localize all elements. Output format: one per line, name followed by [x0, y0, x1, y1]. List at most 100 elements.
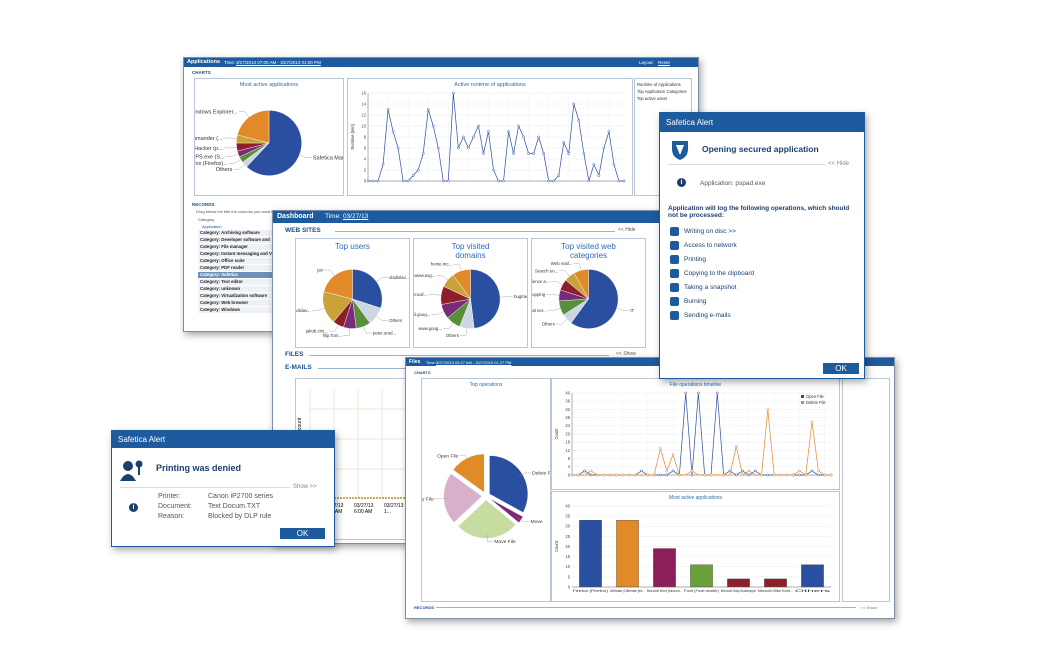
section-rule — [309, 355, 609, 356]
hide-link[interactable]: << Hide — [828, 161, 850, 167]
window-title: Applications — [187, 59, 221, 65]
data-point — [602, 146, 606, 150]
leader-line — [459, 328, 467, 336]
record-row[interactable]: Category: Windows — [198, 307, 280, 313]
slice-label: Social net... — [532, 308, 547, 313]
data-point — [715, 391, 719, 395]
time-range[interactable]: 3/27/2013 03:27 AM - 3/27/2013 01:27 PM — [436, 359, 512, 365]
data-point — [747, 469, 751, 473]
alert-print-window: Safetica Alert Printing was denied Show … — [111, 430, 335, 547]
data-point — [436, 146, 440, 150]
chart-title: Most active applications — [668, 495, 723, 501]
y-axis-label: Count — [554, 540, 559, 552]
field-label: Document: — [158, 503, 192, 510]
section-label: CHARTS — [192, 70, 211, 75]
data-point — [640, 473, 643, 477]
hide-link[interactable]: << Hide — [618, 227, 636, 233]
ok-button[interactable]: OK — [280, 528, 325, 539]
data-point — [791, 473, 795, 477]
y-tick-label: 35 — [565, 514, 570, 519]
record-row[interactable]: Category: Web browser — [198, 300, 280, 306]
record-row[interactable]: Category: Safetica — [198, 272, 280, 278]
show-link[interactable]: << Show — [861, 605, 877, 610]
data-point — [622, 179, 626, 183]
y-tick-label: 4 — [364, 156, 367, 161]
data-point — [522, 135, 525, 139]
data-point — [817, 473, 820, 477]
record-row[interactable]: Category: unknown — [198, 286, 280, 292]
ok-button[interactable]: OK — [823, 363, 859, 374]
operation-item: Sending e-mails — [684, 312, 731, 319]
divider — [668, 164, 826, 165]
data-point — [576, 473, 580, 477]
record-row[interactable]: Category: Virtualization software — [198, 293, 280, 299]
y-tick-label: 14 — [361, 101, 366, 106]
record-row[interactable]: Category: Text editor — [198, 279, 280, 285]
show-link[interactable]: Show >> — [293, 484, 317, 490]
shield-icon — [672, 141, 688, 160]
y-tick-label: 25 — [565, 534, 570, 539]
record-row[interactable]: Category: File manager — [198, 244, 280, 250]
window-title: Files — [409, 359, 421, 365]
y-tick-label: 24 — [565, 423, 570, 428]
time-range[interactable]: 3/27/2013 07:00 AM - 3/27/2013 01:00 PM — [236, 59, 321, 65]
leader-line — [550, 281, 563, 285]
slice-label: home.mc... — [431, 262, 452, 267]
data-point — [583, 469, 586, 473]
section-label: CHARTS — [414, 370, 431, 375]
data-point — [785, 473, 789, 477]
y-tick-label: 36 — [565, 399, 570, 404]
data-point — [633, 473, 637, 477]
slice-label: Copy File — [422, 497, 434, 503]
time-value[interactable]: 03/27/13 — [343, 213, 369, 220]
data-point — [589, 469, 593, 473]
data-point — [547, 179, 551, 183]
y-axis-label: Count — [554, 428, 559, 440]
data-point — [492, 168, 495, 172]
leader-line — [436, 275, 448, 281]
data-point — [607, 130, 611, 133]
data-point — [810, 469, 814, 473]
pie-chart: Delete File Move Move File Copy File Open Fi… — [422, 453, 550, 545]
time-label: Time: — [426, 359, 436, 365]
data-point — [595, 473, 599, 477]
data-point — [502, 179, 505, 183]
slice-label: Delete File — [532, 471, 550, 477]
record-row[interactable]: Category: Archiving software — [198, 230, 280, 236]
time-label: Time: — [325, 213, 342, 220]
data-point — [497, 179, 500, 183]
data-point — [798, 469, 801, 473]
line-chart: 0 4 8 12 16 20 24 28 32 36 40 Count Open FileDelete … — [554, 390, 833, 477]
x-tick-label: Microsoft Setup Bootstrapper — [721, 589, 757, 593]
slice-label: Total Commander (... — [195, 136, 223, 142]
operation-icon — [670, 255, 679, 264]
data-point — [416, 168, 420, 172]
show-link[interactable]: << Show — [616, 351, 636, 357]
data-point — [557, 174, 561, 177]
operation-icon — [670, 297, 679, 306]
data-point — [614, 473, 618, 477]
y-axis-label: Runtime [min] — [350, 124, 355, 149]
y-tick-label: 8 — [568, 456, 571, 461]
data-point — [552, 179, 556, 183]
record-row[interactable]: Category: Office suite — [198, 258, 280, 264]
record-row[interactable]: Category: PDF reader — [198, 265, 280, 271]
record-row[interactable]: Category: Developer software and too... — [198, 237, 280, 248]
data-point — [477, 124, 480, 128]
layout-reset[interactable]: Reset — [658, 59, 670, 65]
y-tick-label: 20 — [565, 544, 570, 549]
y-tick-label: 12 — [361, 112, 366, 117]
data-point — [617, 179, 621, 183]
record-row[interactable]: Category: Instant messaging and VOIP — [198, 251, 280, 257]
data-point — [512, 152, 515, 155]
pie-chart: bugtracke... Others www.goog... mail.goog..… — [414, 262, 527, 338]
data-point — [441, 179, 445, 183]
slice-label: Web mail... — [551, 261, 573, 266]
data-point — [640, 469, 643, 473]
data-point — [482, 152, 485, 155]
chart-title: File operations timeline — [669, 382, 722, 388]
leader-line — [223, 137, 237, 140]
alert-header: Safetica Alert — [112, 431, 334, 448]
data-point — [817, 469, 820, 473]
slice-label: Safetica PS.exe (S... — [195, 154, 225, 160]
